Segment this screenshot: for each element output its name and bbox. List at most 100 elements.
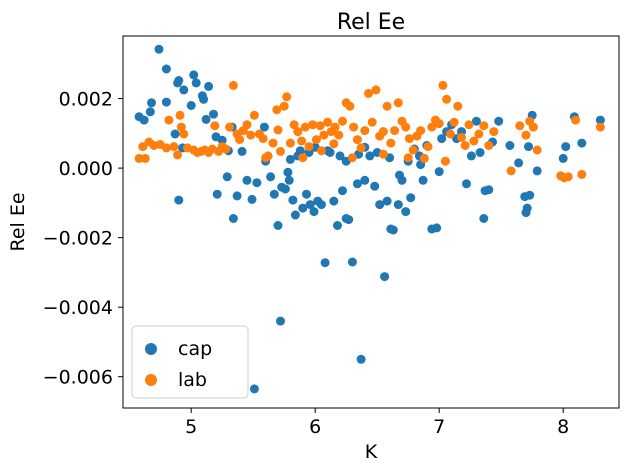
lab-point xyxy=(434,119,444,129)
y-tick-label: −0.002 xyxy=(43,228,113,250)
lab-point xyxy=(279,101,289,111)
lab-point xyxy=(419,153,429,163)
lab-point xyxy=(268,138,278,148)
x-tick-label: 5 xyxy=(185,416,197,438)
cap-point xyxy=(147,98,156,108)
cap-point xyxy=(280,184,290,194)
lab-point xyxy=(453,101,463,111)
cap-point xyxy=(333,221,342,230)
lab-point xyxy=(297,136,307,146)
lab-point xyxy=(323,117,333,127)
lab-point xyxy=(169,142,179,152)
lab-point xyxy=(571,115,581,125)
cap-point xyxy=(189,70,199,80)
lab-point xyxy=(416,126,426,136)
lab-point xyxy=(356,143,366,153)
cap-point xyxy=(309,207,319,217)
cap-point xyxy=(186,101,196,110)
lab-point xyxy=(382,101,392,111)
cap-point xyxy=(466,151,476,161)
lab-point xyxy=(386,138,396,148)
cap-point xyxy=(532,166,542,176)
cap-point xyxy=(170,129,180,139)
cap-point xyxy=(269,189,279,199)
lab-point xyxy=(334,130,344,140)
lab-point xyxy=(293,127,303,137)
cap-point xyxy=(344,215,354,225)
lab-point xyxy=(403,153,413,163)
lab-point xyxy=(360,126,370,136)
lab-point xyxy=(438,80,448,90)
cap-point xyxy=(232,191,242,201)
lab-point xyxy=(489,127,499,137)
cap-point xyxy=(525,190,535,200)
cap-point xyxy=(375,200,385,210)
cap-point xyxy=(179,85,189,95)
lab-point xyxy=(138,142,148,152)
x-axis-label: K xyxy=(365,441,378,463)
cap-point xyxy=(295,146,305,156)
cap-point xyxy=(209,109,218,119)
lab-point xyxy=(506,166,516,176)
lab-point xyxy=(408,145,418,155)
lab-point xyxy=(347,153,357,163)
lab-point xyxy=(338,116,347,126)
cap-point xyxy=(276,316,285,326)
lab-point xyxy=(427,122,437,132)
cap-point xyxy=(211,132,221,142)
legend: cap lab xyxy=(131,325,249,399)
lab-point xyxy=(378,149,388,159)
cap-point xyxy=(335,151,345,161)
cap-point xyxy=(347,257,357,267)
cap-point xyxy=(558,153,568,163)
cap-point xyxy=(434,167,444,177)
lab-point xyxy=(261,153,271,163)
cap-point xyxy=(259,122,269,132)
cap-point xyxy=(365,151,375,161)
plot-frame xyxy=(122,35,620,409)
lab-point xyxy=(242,120,252,130)
lab-point xyxy=(298,153,308,163)
cap-point xyxy=(266,172,276,182)
lab-point xyxy=(532,145,542,155)
x-axis-ticks: 5 6 7 8 xyxy=(185,408,569,438)
cap-point xyxy=(305,200,315,210)
lab-point xyxy=(272,105,282,115)
lab-point xyxy=(457,133,466,142)
cap-point xyxy=(201,114,211,124)
cap-point xyxy=(338,186,347,196)
lab-point xyxy=(258,134,268,144)
cap-point xyxy=(288,195,298,205)
cap-point xyxy=(514,158,524,168)
lab-point xyxy=(595,122,605,132)
lab-point xyxy=(249,110,259,120)
lab-point xyxy=(484,141,494,150)
y-tick-label: −0.006 xyxy=(43,367,113,389)
lab-point xyxy=(404,134,414,144)
cap-point xyxy=(316,200,326,210)
lab-point xyxy=(371,85,381,95)
cap-point xyxy=(204,81,214,91)
lab-point xyxy=(440,156,450,166)
cap-point xyxy=(154,44,164,54)
lab-point xyxy=(175,110,185,120)
cap-point xyxy=(320,258,330,268)
cap-point xyxy=(401,207,411,217)
lab-point xyxy=(161,143,171,153)
lab-point xyxy=(300,122,310,132)
legend-label-lab: lab xyxy=(178,369,207,391)
lab-point xyxy=(164,115,174,125)
cap-point xyxy=(161,64,171,74)
x-tick-label: 8 xyxy=(557,416,569,438)
cap-point xyxy=(290,210,300,220)
cap-point xyxy=(285,154,295,164)
cap-point xyxy=(199,94,209,104)
cap-point xyxy=(462,179,471,189)
lab-point xyxy=(460,141,470,150)
lab-point xyxy=(140,153,150,163)
lab-point xyxy=(221,144,231,154)
lab-point xyxy=(401,122,411,132)
cap-point xyxy=(356,354,366,364)
cap-point xyxy=(393,200,403,210)
